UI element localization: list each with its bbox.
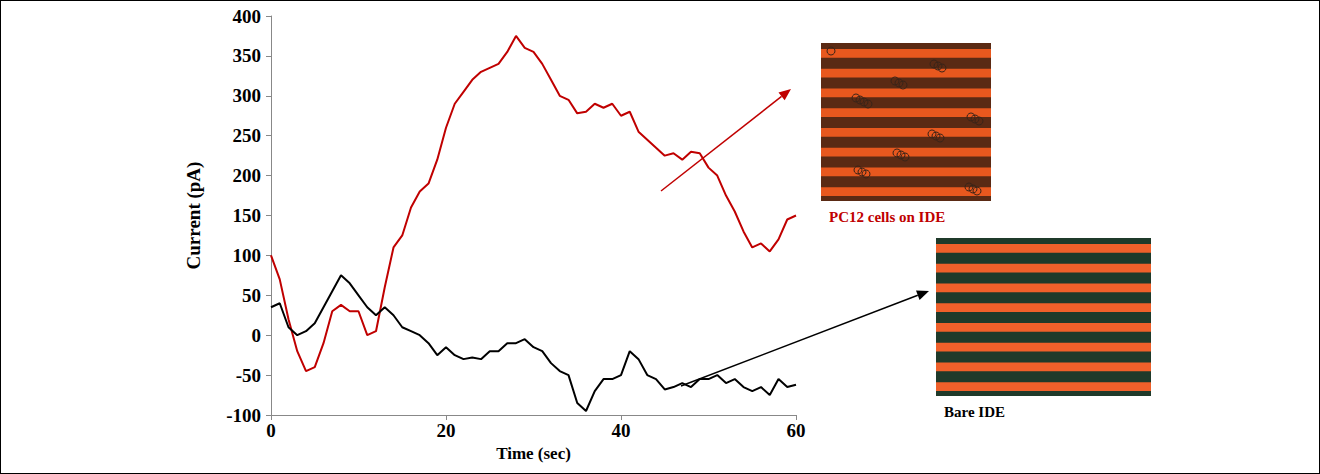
svg-text:60: 60: [787, 420, 806, 441]
svg-text:-100: -100: [226, 405, 261, 426]
svg-text:40: 40: [612, 420, 631, 441]
svg-text:Bare IDE: Bare IDE: [944, 404, 1005, 420]
svg-text:100: 100: [233, 245, 262, 266]
svg-text:-50: -50: [236, 365, 261, 386]
svg-text:0: 0: [266, 420, 276, 441]
svg-text:350: 350: [233, 45, 262, 66]
svg-text:Current (pA): Current (pA): [183, 162, 205, 270]
svg-text:Time (sec): Time (sec): [496, 444, 571, 463]
svg-text:50: 50: [242, 285, 261, 306]
svg-text:250: 250: [233, 125, 262, 146]
svg-text:20: 20: [437, 420, 456, 441]
svg-text:0: 0: [252, 325, 262, 346]
svg-text:200: 200: [233, 165, 262, 186]
svg-text:400: 400: [233, 6, 262, 27]
svg-text:300: 300: [233, 85, 262, 106]
svg-text:PC12 cells on IDE: PC12 cells on IDE: [829, 209, 945, 225]
svg-text:150: 150: [233, 205, 262, 226]
